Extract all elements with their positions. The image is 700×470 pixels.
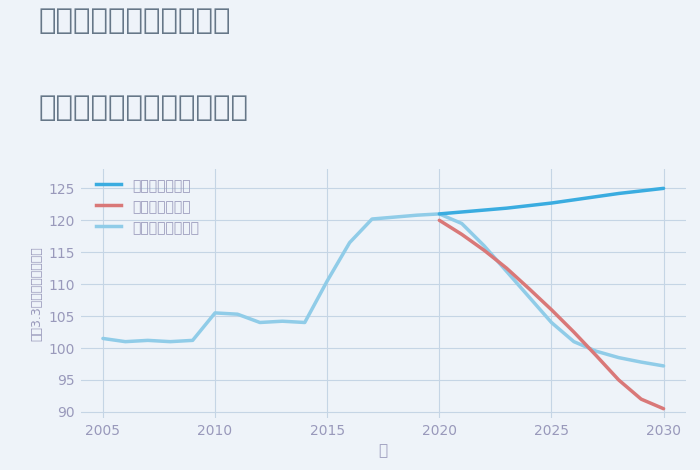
ノーマルシナリオ (300, 320, 309, 325)
バッドシナリオ (615, 377, 623, 383)
ノーマルシナリオ (188, 337, 197, 343)
ノーマルシナリオ (570, 339, 578, 345)
Line: バッドシナリオ: バッドシナリオ (440, 220, 664, 409)
グッドシナリオ (503, 205, 511, 211)
ノーマルシナリオ (637, 359, 645, 365)
ノーマルシナリオ (256, 320, 264, 325)
ノーマルシナリオ (144, 337, 152, 343)
ノーマルシナリオ (480, 243, 489, 249)
グッドシナリオ (480, 207, 489, 213)
ノーマルシナリオ (211, 310, 219, 316)
グッドシナリオ (659, 186, 668, 191)
バッドシナリオ (659, 406, 668, 412)
ノーマルシナリオ (323, 278, 331, 284)
Text: 千葉県夷隅郡御宿町浜の: 千葉県夷隅郡御宿町浜の (38, 7, 231, 35)
ノーマルシナリオ (592, 348, 601, 354)
Line: ノーマルシナリオ: ノーマルシナリオ (103, 214, 664, 366)
ノーマルシナリオ (166, 339, 174, 345)
ノーマルシナリオ (345, 240, 354, 245)
バッドシナリオ (637, 396, 645, 402)
ノーマルシナリオ (458, 221, 466, 227)
ノーマルシナリオ (435, 211, 444, 217)
ノーマルシナリオ (391, 214, 399, 220)
バッドシナリオ (592, 353, 601, 359)
バッドシナリオ (525, 286, 533, 291)
ノーマルシナリオ (233, 311, 242, 317)
X-axis label: 年: 年 (379, 443, 388, 458)
グッドシナリオ (615, 191, 623, 196)
バッドシナリオ (547, 307, 556, 313)
ノーマルシナリオ (368, 216, 376, 222)
グッドシナリオ (525, 203, 533, 208)
ノーマルシナリオ (659, 363, 668, 369)
グッドシナリオ (458, 209, 466, 215)
ノーマルシナリオ (525, 294, 533, 300)
バッドシナリオ (435, 218, 444, 223)
ノーマルシナリオ (121, 339, 130, 345)
バッドシナリオ (480, 248, 489, 253)
Line: グッドシナリオ: グッドシナリオ (440, 188, 664, 214)
グッドシナリオ (637, 188, 645, 194)
グッドシナリオ (592, 194, 601, 199)
バッドシナリオ (458, 232, 466, 237)
ノーマルシナリオ (278, 318, 286, 324)
グッドシナリオ (570, 197, 578, 203)
ノーマルシナリオ (99, 336, 107, 341)
ノーマルシナリオ (615, 355, 623, 360)
ノーマルシナリオ (547, 320, 556, 325)
グッドシナリオ (435, 211, 444, 217)
Legend: グッドシナリオ, バッドシナリオ, ノーマルシナリオ: グッドシナリオ, バッドシナリオ, ノーマルシナリオ (94, 176, 202, 238)
ノーマルシナリオ (413, 212, 421, 218)
バッドシナリオ (503, 266, 511, 271)
ノーマルシナリオ (503, 268, 511, 274)
Y-axis label: 坪（3.3㎡）単価（万円）: 坪（3.3㎡）単価（万円） (30, 246, 43, 341)
グッドシナリオ (547, 200, 556, 206)
バッドシナリオ (570, 329, 578, 335)
Text: 中古マンションの価格推移: 中古マンションの価格推移 (38, 94, 248, 122)
